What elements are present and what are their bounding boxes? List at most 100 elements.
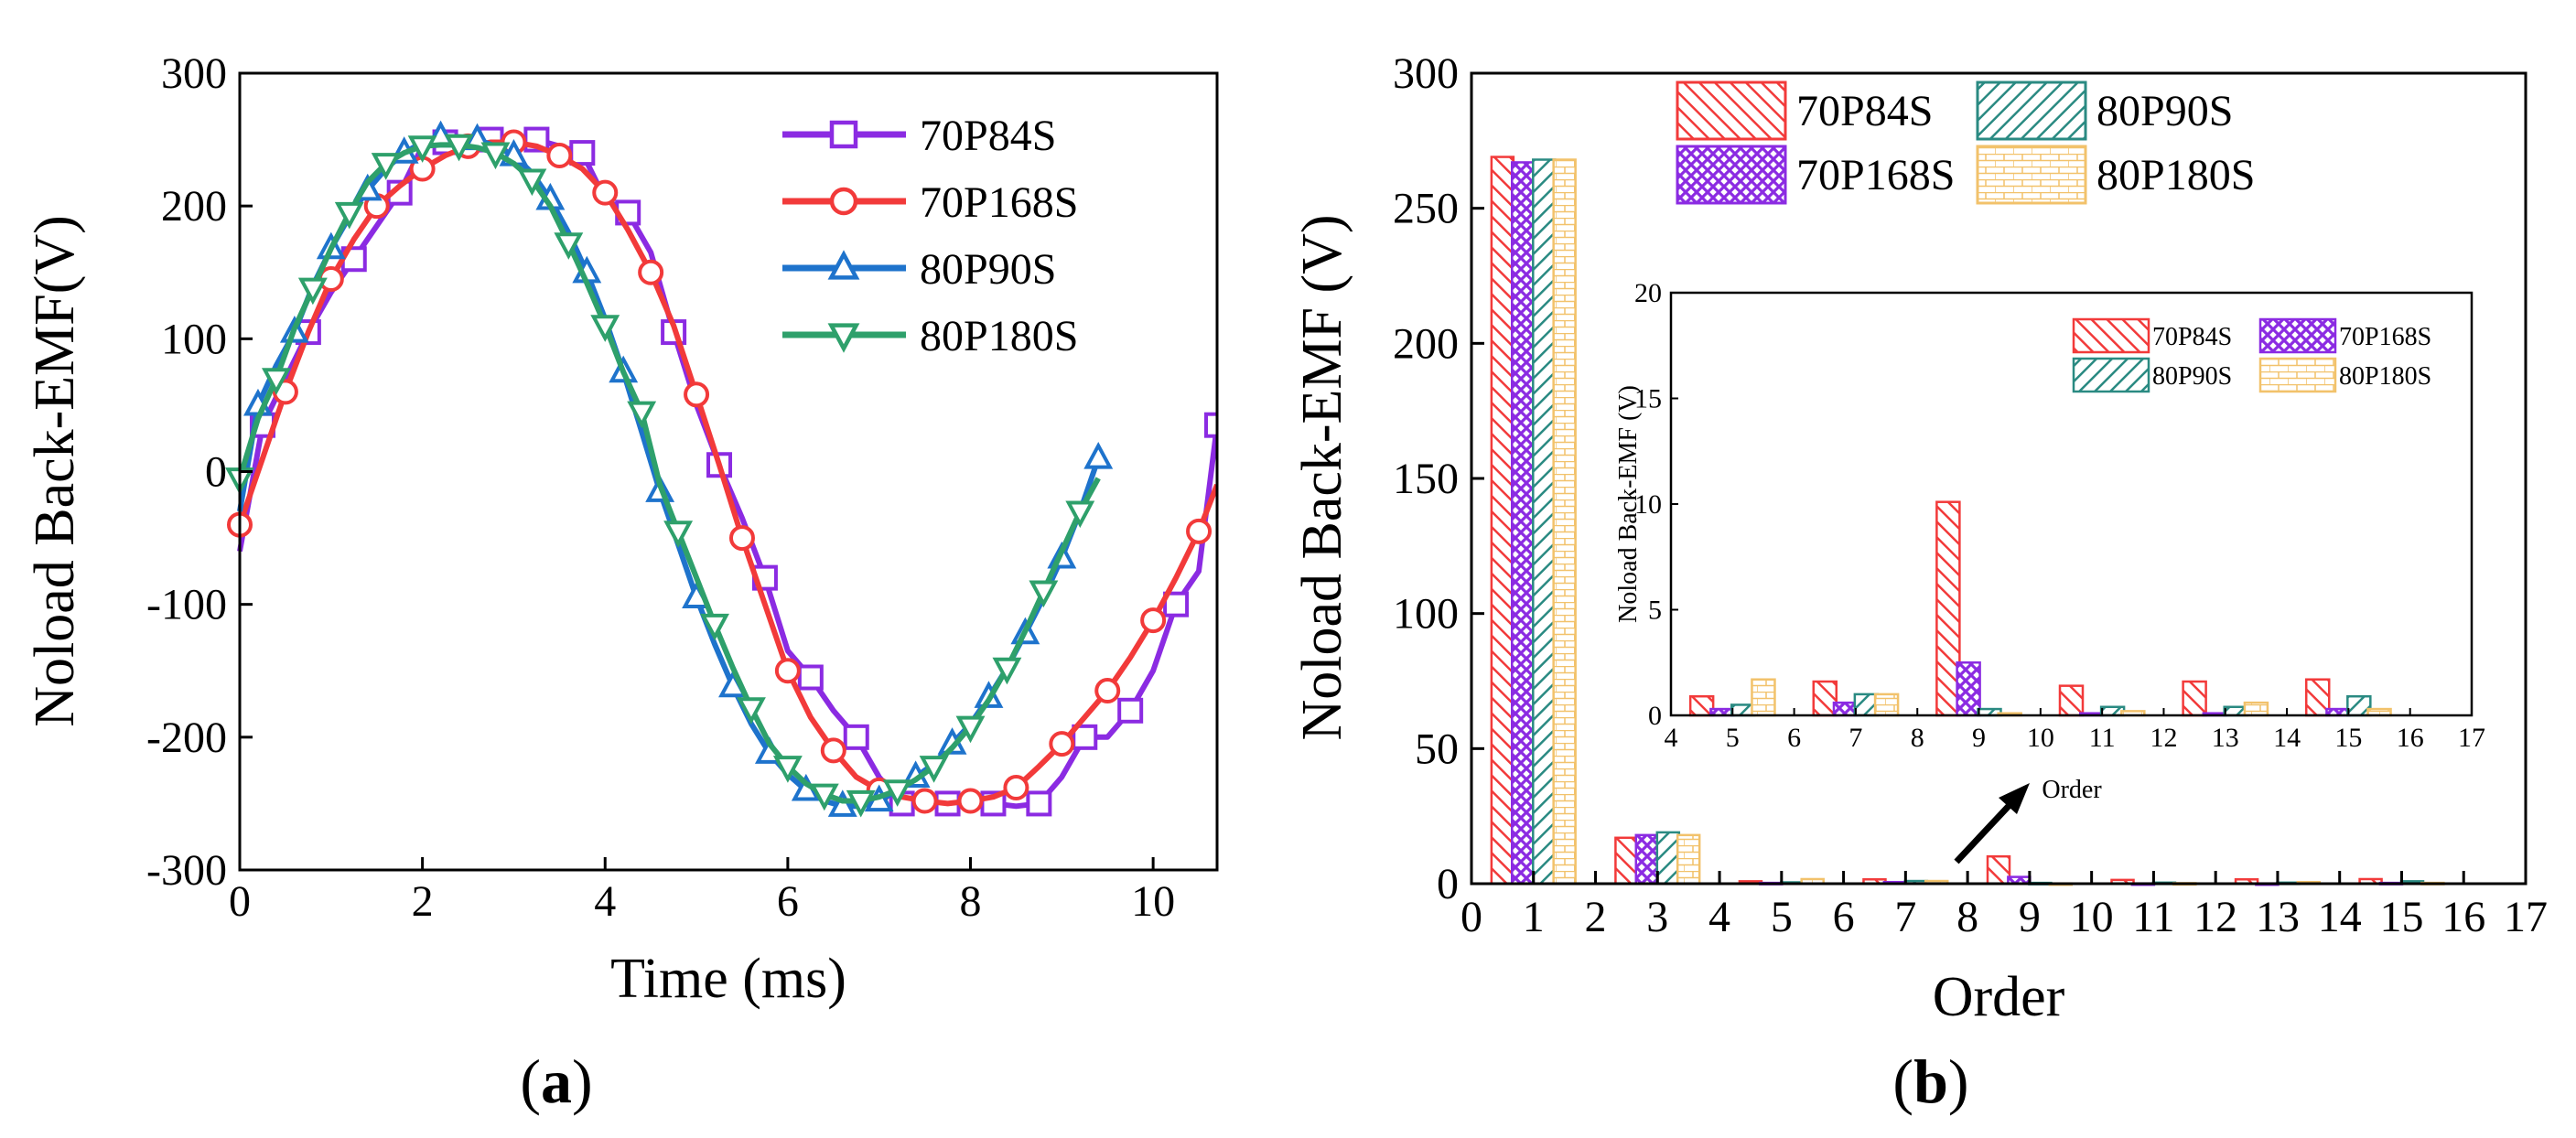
x-tick-label: 12: [2193, 893, 2237, 941]
data-point: [592, 179, 619, 206]
y-tick-label: -200: [146, 714, 227, 762]
inset-bar: [2182, 680, 2207, 717]
inset-legend-entry-70P168S: 70P168S: [2258, 317, 2431, 354]
inset-x-tick-label: 7: [1848, 723, 1862, 753]
inset-x-axis-label: Order: [2042, 776, 2102, 804]
inset-legend-entry-80P180S: 80P180S: [2258, 357, 2431, 393]
x-tick-label: 3: [1646, 893, 1668, 941]
data-point: [663, 521, 694, 548]
data-point: [1094, 678, 1121, 704]
inset-bar: [2058, 684, 2085, 717]
x-tick-label: 4: [594, 877, 616, 926]
legend-label: 70P84S: [920, 112, 1056, 160]
legend-entry-70P84S: 70P84S: [782, 112, 1056, 160]
data-point: [992, 657, 1022, 685]
panel-b-x-axis-label: Order: [1933, 966, 2065, 1028]
x-tick-label: 4: [1708, 893, 1730, 941]
panel-b-inset-chart: 4 5 6 7 8 9 10 11 12 13 14 15 16 17 0 5 10 15 20 Order Nol…: [1614, 278, 2485, 864]
legend-entry-80P90S: 80P90S: [782, 245, 1056, 294]
inset-legend-entry-80P90S: 80P90S: [2072, 357, 2232, 393]
bar: [1510, 161, 1536, 886]
data-point: [700, 613, 729, 641]
panel-a-legend: 70P84S 70P168S 80P90S 80P180S: [782, 112, 1078, 360]
y-tick-label: 100: [1393, 590, 1459, 639]
x-tick-label: 1: [1523, 893, 1545, 941]
inset-bar: [1832, 701, 1859, 717]
inset-pointer-arrow-head: [1999, 783, 2030, 814]
legend-marker: [827, 250, 860, 280]
data-point: [627, 401, 657, 429]
bar: [1614, 836, 1639, 886]
inset-series-70P84S: [1688, 500, 2331, 717]
bar: [1552, 158, 1577, 886]
data-point: [638, 259, 664, 285]
data-point: [444, 134, 474, 162]
data-point: [1026, 790, 1052, 817]
inset-legend-label: 80P90S: [2152, 362, 2232, 391]
legend-label: 80P90S: [2096, 87, 2233, 135]
data-point: [843, 724, 869, 750]
x-tick-label: 6: [777, 877, 799, 926]
y-tick-label: 0: [205, 448, 227, 497]
inset-x-tick-label: 9: [1972, 723, 1986, 753]
inset-legend-label: 70P168S: [2339, 323, 2431, 351]
data-point: [737, 697, 766, 725]
x-tick-label: 17: [2504, 893, 2548, 941]
inset-series-80P180S: [1751, 678, 2392, 717]
data-point: [1029, 580, 1059, 608]
series-70P168S: [227, 129, 1217, 814]
data-point: [774, 658, 801, 684]
data-point: [297, 277, 328, 306]
data-point: [797, 664, 824, 691]
x-tick-label: 6: [1833, 893, 1855, 941]
x-tick-label: 8: [960, 877, 982, 926]
y-tick-label: 300: [1393, 49, 1459, 98]
data-point: [546, 143, 573, 169]
legend-label: 70P168S: [920, 178, 1078, 227]
legend-entry-80P180S: 80P180S: [782, 312, 1078, 360]
data-point: [809, 783, 839, 811]
inset-bar: [1956, 661, 1981, 717]
inset-bar: [1873, 692, 1900, 717]
data-point: [772, 756, 803, 783]
inset-x-tick-label: 8: [1911, 723, 1924, 753]
inset-bar: [2304, 678, 2331, 717]
data-point: [955, 715, 986, 744]
legend-label: 80P180S: [2096, 151, 2255, 199]
inset-legend: 70P84S 70P168S 80P90S 80P180S: [2072, 317, 2431, 393]
inset-legend-swatch: [2258, 357, 2337, 393]
series-70P84S: [237, 126, 1217, 817]
inset-y-tick-label: 0: [1648, 701, 1662, 731]
data-point: [554, 232, 584, 260]
inset-legend-label: 80P180S: [2339, 362, 2431, 391]
x-tick-label: 5: [1771, 893, 1793, 941]
inset-pointer-arrow-shaft: [1954, 802, 2012, 864]
inset-x-tick-label: 5: [1726, 723, 1740, 753]
data-point: [882, 779, 912, 807]
data-point: [261, 368, 291, 395]
legend-swatch: [1676, 81, 1787, 141]
inset-legend-label: 70P84S: [2152, 323, 2232, 351]
y-tick-label: -300: [146, 846, 227, 895]
legend-label: 70P84S: [1796, 87, 1933, 135]
inset-x-tick-label: 10: [2027, 723, 2054, 753]
inset-bar: [1751, 678, 1776, 717]
data-point: [517, 168, 547, 197]
x-tick-label: 0: [1460, 893, 1482, 941]
x-tick-label: 11: [2132, 893, 2174, 941]
y-tick-label: 250: [1393, 185, 1459, 233]
y-tick-label: -100: [146, 581, 227, 629]
inset-legend-swatch: [2072, 357, 2150, 393]
inset-legend-swatch: [2258, 317, 2337, 354]
x-tick-label: 15: [2379, 893, 2423, 941]
data-point: [957, 788, 984, 814]
data-point: [1186, 518, 1213, 544]
legend-entry-70P84S: 70P84S: [1676, 81, 1933, 141]
data-point: [1140, 607, 1167, 634]
data-point: [1083, 441, 1114, 469]
x-tick-label: 0: [229, 877, 251, 926]
legend-entry-80P90S: 80P90S: [1976, 81, 2233, 141]
y-tick-label: 300: [161, 49, 227, 98]
data-point: [1065, 500, 1095, 529]
